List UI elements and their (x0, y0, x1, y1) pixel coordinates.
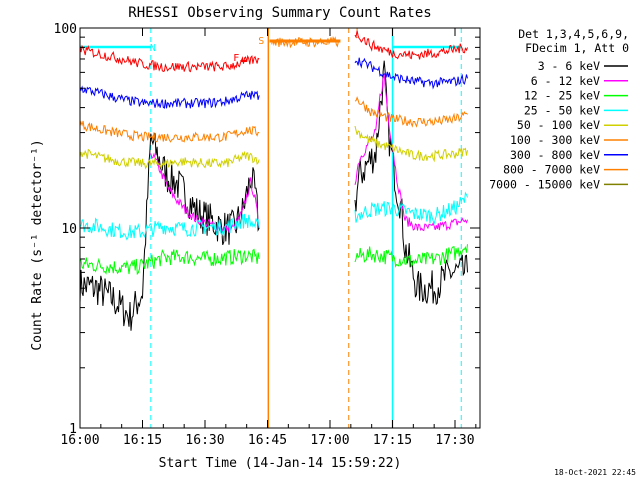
x-tick-label-3: 16:45 (248, 433, 287, 448)
series-trace-5-0 (79, 120, 260, 143)
x-axis-label: Start Time (14-Jan-14 15:59:22) (159, 456, 402, 471)
series-trace-0-0 (79, 133, 260, 331)
series-trace-4-0 (79, 148, 260, 170)
series-trace-5-1 (354, 96, 468, 128)
tick-layer: 16:00 16:15 16:30 16:45 17:00 17:15 17:30 1 10 10… (54, 22, 480, 448)
annotation-layer: N F S (150, 36, 264, 64)
legend-label-5: 100 - 300 keV (510, 133, 600, 147)
x-tick-label-5: 17:15 (373, 433, 412, 448)
legend-label-2: 12 - 25 keV (524, 89, 600, 103)
legend-label-7: 800 - 7000 keV (503, 163, 600, 177)
y-axis-label: Count Rate (s⁻¹ detector⁻¹) (30, 139, 45, 350)
series-trace-1-0 (150, 152, 260, 233)
series-trace-9-0 (79, 44, 260, 73)
chart-title: RHESSI Observing Summary Count Rates (128, 5, 431, 21)
x-tick-label-6: 17:30 (435, 433, 474, 448)
legend-label-8: 7000 - 15000 keV (489, 177, 600, 191)
annotation-s: S (258, 36, 264, 47)
footer-date: 18-Oct-2021 22:45 (554, 468, 636, 477)
x-tick-label-0: 16:00 (60, 433, 99, 448)
y-tick-label-0: 1 (69, 422, 77, 437)
series-trace-4-1 (354, 125, 468, 163)
series-trace-6-1 (354, 57, 468, 90)
series-trace-3-1 (354, 191, 468, 226)
legend-label-1: 6 - 12 keV (531, 74, 600, 88)
series-trace-1-1 (354, 73, 468, 232)
series-trace-7-0 (271, 36, 339, 49)
legend-label-4: 50 - 100 keV (517, 118, 600, 132)
legend-label-0: 3 - 6 keV (538, 59, 600, 73)
y-tick-label-1: 10 (61, 222, 77, 237)
x-tick-label-1: 16:15 (123, 433, 162, 448)
series-trace-6-0 (79, 85, 260, 109)
x-tick-label-4: 17:00 (310, 433, 349, 448)
legend-label-6: 300 - 800 keV (510, 148, 600, 162)
series-trace-2-0 (79, 248, 260, 276)
legend-header-line-2: FDecim 1, Att 0 (525, 41, 629, 55)
series-trace-2-1 (354, 244, 468, 268)
series-trace-3-0 (79, 213, 260, 241)
annotation-n: N (150, 43, 156, 54)
y-tick-label-2: 100 (54, 22, 77, 37)
legend-header-line-1: Det 1,3,4,5,6,9, (518, 27, 629, 41)
annotation-f: F (233, 53, 239, 64)
series-trace-9-1 (354, 30, 468, 60)
series-layer (79, 30, 468, 331)
legend-label-3: 25 - 50 keV (524, 103, 600, 117)
x-tick-label-2: 16:30 (185, 433, 224, 448)
